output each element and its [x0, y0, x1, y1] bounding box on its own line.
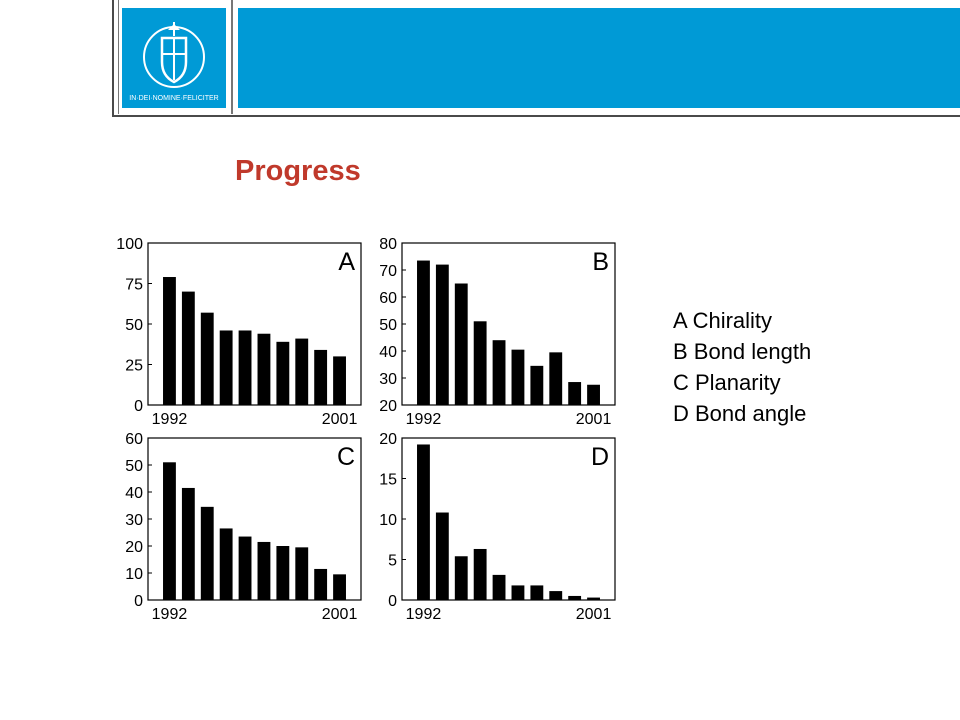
panel-b-ytick-label: 30 [379, 371, 397, 388]
panel-a-bar [314, 349, 328, 405]
panel-c-ytick-label: 30 [125, 512, 143, 529]
panel-c-frame [147, 437, 362, 601]
panel-b-ytick-label: 20 [379, 398, 397, 415]
legend-item-c: C Planarity [673, 370, 781, 395]
panel-d-ytick-label: 5 [388, 553, 397, 570]
legend-item-d: D Bond angle [673, 401, 807, 426]
legend-item-b: B Bond length [673, 339, 812, 364]
panel-c-label: C [337, 443, 355, 471]
panel-a-bar [200, 312, 214, 405]
panel-d-xtick-label: 2001 [576, 606, 612, 623]
panel-d-bar [530, 585, 544, 600]
panel-d-bar [568, 595, 582, 600]
panel-c-xtick-label: 1992 [152, 606, 188, 623]
panel-b-ytick-label: 40 [379, 344, 397, 361]
panel-d-ytick-label: 15 [379, 472, 397, 489]
panel-c-ytick-label: 60 [125, 431, 143, 448]
header-divider [118, 0, 119, 114]
header-band [238, 8, 960, 108]
panel-b-ytick-label: 50 [379, 317, 397, 334]
panel-c-ytick-label: 0 [134, 593, 143, 610]
panel-c-bar [163, 462, 176, 600]
panel-b-bar [511, 349, 525, 405]
panel-a-xtick-label: 2001 [322, 411, 358, 428]
panel-b-ytick-label: 60 [379, 290, 397, 307]
panel-d-bar [511, 585, 525, 600]
chart-legend: A Chirality B Bond length C Planarity D … [673, 305, 811, 429]
panel-a-bar [295, 338, 309, 405]
panel-b-ytick-label: 70 [379, 263, 397, 280]
panel-a-frame [147, 242, 362, 406]
panel-d-bar [492, 574, 506, 600]
panel-c-bar [257, 541, 271, 600]
slide-title: Progress [235, 155, 361, 187]
panel-c-bar [200, 506, 214, 600]
panel-b-bar [492, 340, 506, 405]
panel-a-bar [333, 356, 346, 405]
panel-a-bar [238, 330, 252, 405]
panel-b-xtick-label: 1992 [406, 411, 442, 428]
panel-b-bar [568, 382, 582, 405]
panel-c-ytick-label: 20 [125, 539, 143, 556]
panel-d-bar [473, 548, 487, 600]
panel-d-bar [549, 591, 563, 600]
panel-a-xtick-label: 1992 [152, 411, 188, 428]
panel-c-ytick-label: 50 [125, 458, 143, 475]
panel-a-ytick-label: 50 [125, 317, 143, 334]
panel-d-bar [454, 556, 468, 600]
panel-a-ytick-label: 25 [125, 358, 143, 375]
panel-c-bar [295, 547, 309, 600]
panel-a-bar [163, 277, 176, 405]
panel-a-label: A [338, 248, 355, 276]
panel-c-bar [181, 487, 195, 600]
header-divider [231, 0, 233, 114]
logo-motto: IN·DEI·NOMINE·FELICITER [129, 95, 218, 102]
panel-b-frame [401, 242, 616, 406]
panel-a-ytick-label: 0 [134, 398, 143, 415]
panel-a-bar [257, 333, 271, 405]
panel-c-bar [314, 568, 328, 600]
panel-b-ytick-label: 80 [379, 236, 397, 253]
panel-b-bar [417, 260, 430, 405]
panel-a-ytick-label: 75 [125, 277, 143, 294]
panel-d-label: D [591, 443, 609, 471]
panel-d-bar [435, 512, 449, 600]
panel-a-bar [181, 291, 195, 405]
panel-a-bar [276, 341, 290, 405]
university-seal-icon: IN·DEI·NOMINE·FELICITER [129, 22, 219, 102]
panel-d-frame [401, 437, 616, 601]
panel-d-xtick-label: 1992 [406, 606, 442, 623]
panel-c-ytick-label: 40 [125, 485, 143, 502]
panel-d-ytick-label: 10 [379, 512, 397, 529]
panel-c-bar [333, 574, 346, 600]
panel-c-ytick-label: 10 [125, 566, 143, 583]
panel-d-ytick-label: 20 [379, 431, 397, 448]
panel-a-ytick-label: 100 [116, 236, 143, 253]
panel-b-bar [587, 384, 600, 405]
panel-b-bar [549, 352, 563, 405]
panel-b-bar [530, 365, 544, 405]
panel-b-bar [473, 321, 487, 405]
panel-b-xtick-label: 2001 [576, 411, 612, 428]
panel-c-bar [238, 536, 252, 600]
panel-c-bar [276, 546, 290, 600]
panel-d-ytick-label: 0 [388, 593, 397, 610]
panel-d-bar [587, 597, 600, 600]
panel-b-label: B [592, 248, 609, 276]
legend-item-a: A Chirality [673, 308, 773, 333]
panel-b-bar [435, 264, 449, 405]
panel-b-bar [454, 283, 468, 405]
panel-d-bar [417, 444, 430, 600]
university-logo: IN·DEI·NOMINE·FELICITER [122, 8, 226, 108]
panel-a-bar [219, 330, 233, 405]
panel-c-xtick-label: 2001 [322, 606, 358, 623]
header-frame [112, 0, 960, 117]
panel-c-bar [219, 528, 233, 600]
